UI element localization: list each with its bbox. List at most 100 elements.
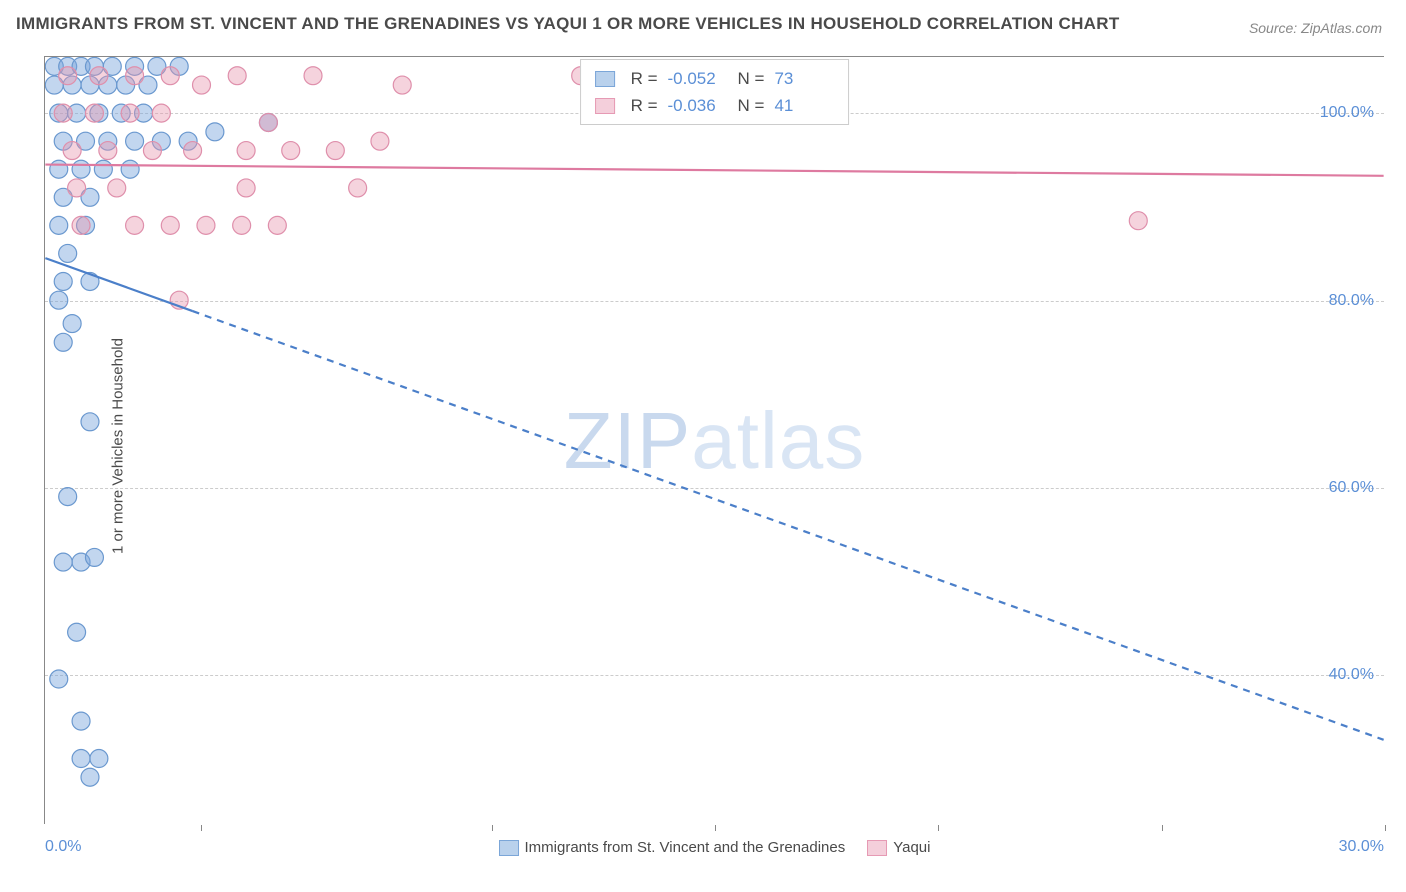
data-point [85, 548, 103, 566]
data-point [349, 179, 367, 197]
data-point [81, 768, 99, 786]
data-point [63, 76, 81, 94]
data-point [72, 750, 90, 768]
data-point [72, 712, 90, 730]
plot-area: ZIPatlas 40.0%60.0%80.0%100.0% R =-0.052… [44, 56, 1384, 824]
legend-label: Yaqui [893, 839, 930, 856]
chart-title: IMMIGRANTS FROM ST. VINCENT AND THE GREN… [16, 14, 1120, 34]
data-point [54, 132, 72, 150]
data-point [304, 67, 322, 85]
data-point [161, 67, 179, 85]
x-tick [715, 825, 716, 831]
data-point [371, 132, 389, 150]
x-axis-max-label: 30.0% [1339, 838, 1384, 856]
r-label: R = [631, 65, 658, 92]
data-point [161, 216, 179, 234]
data-point [139, 76, 157, 94]
data-point [143, 142, 161, 160]
r-value: -0.036 [668, 92, 728, 119]
data-point [72, 57, 90, 75]
data-point [81, 76, 99, 94]
legend-label: Immigrants from St. Vincent and the Gren… [525, 839, 846, 856]
data-point [50, 216, 68, 234]
regression-line [45, 165, 1383, 176]
data-point [72, 216, 90, 234]
x-tick [1385, 825, 1386, 831]
data-point [121, 160, 139, 178]
data-point [77, 216, 95, 234]
data-point [326, 142, 344, 160]
data-point [63, 315, 81, 333]
chart-svg [45, 57, 1384, 824]
series-legend: Immigrants from St. Vincent and the Gren… [499, 839, 931, 856]
data-point [45, 76, 63, 94]
data-point [50, 160, 68, 178]
data-point [170, 57, 188, 75]
data-point [126, 57, 144, 75]
data-point [184, 142, 202, 160]
data-point [126, 67, 144, 85]
legend-swatch [595, 98, 615, 114]
y-tick-label: 80.0% [1329, 292, 1374, 310]
data-point [68, 179, 86, 197]
data-point [59, 57, 77, 75]
gridline [45, 675, 1384, 676]
data-point [99, 142, 117, 160]
data-point [59, 244, 77, 262]
n-label: N = [738, 65, 765, 92]
data-point [108, 179, 126, 197]
data-point [85, 57, 103, 75]
data-point [148, 57, 166, 75]
x-tick [201, 825, 202, 831]
x-tick [938, 825, 939, 831]
x-axis-min-label: 0.0% [45, 838, 81, 856]
legend-row: R = -0.036 N = 41 [595, 92, 835, 119]
data-point [197, 216, 215, 234]
legend-swatch [499, 840, 519, 856]
data-point [50, 670, 68, 688]
legend-item: Yaqui [867, 839, 930, 856]
n-value: 73 [774, 65, 834, 92]
data-point [237, 142, 255, 160]
y-tick-label: 40.0% [1329, 666, 1374, 684]
data-point [259, 113, 277, 131]
data-point [72, 160, 90, 178]
data-point [126, 216, 144, 234]
watermark-thin: atlas [691, 396, 865, 485]
n-label: N = [738, 92, 765, 119]
data-point [233, 216, 251, 234]
data-point [54, 333, 72, 351]
watermark-bold: ZIP [564, 396, 691, 485]
data-point [94, 160, 112, 178]
data-point [54, 188, 72, 206]
x-tick [1162, 825, 1163, 831]
data-point [90, 67, 108, 85]
y-tick-label: 100.0% [1320, 104, 1374, 122]
data-point [193, 76, 211, 94]
regression-line [45, 258, 192, 311]
data-point [54, 553, 72, 571]
y-tick-label: 60.0% [1329, 479, 1374, 497]
data-point [126, 132, 144, 150]
data-point [90, 750, 108, 768]
data-point [393, 76, 411, 94]
data-point [72, 553, 90, 571]
data-point [268, 216, 286, 234]
data-point [1129, 212, 1147, 230]
data-point [81, 188, 99, 206]
data-point [54, 272, 72, 290]
data-point [63, 142, 81, 160]
data-point [259, 113, 277, 131]
data-point [117, 76, 135, 94]
data-point [68, 623, 86, 641]
data-point [59, 488, 77, 506]
n-value: 41 [774, 92, 834, 119]
data-point [81, 272, 99, 290]
data-point [99, 132, 117, 150]
x-tick [492, 825, 493, 831]
data-point [45, 57, 63, 75]
data-point [179, 132, 197, 150]
r-label: R = [631, 92, 658, 119]
data-point [99, 76, 117, 94]
data-point [77, 132, 95, 150]
